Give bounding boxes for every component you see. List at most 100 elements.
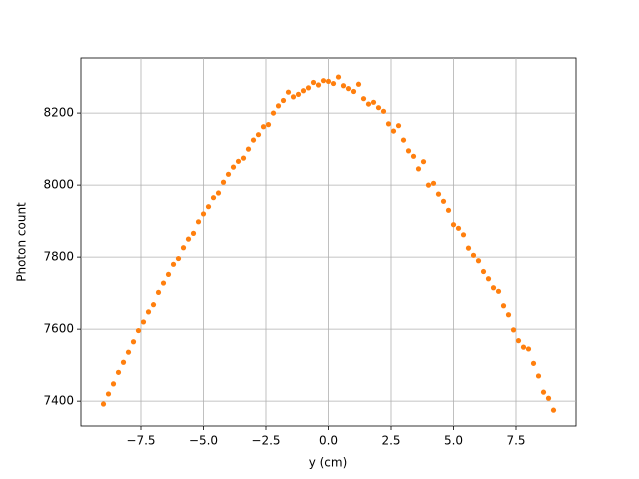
point bbox=[250, 137, 257, 143]
point bbox=[470, 252, 477, 258]
point bbox=[280, 97, 287, 104]
x-tick-label: −2.5 bbox=[251, 434, 280, 448]
x-tick-label: 7.5 bbox=[506, 434, 525, 448]
y-axis-label: Photon count bbox=[15, 202, 29, 282]
point bbox=[225, 171, 232, 177]
point bbox=[105, 391, 112, 397]
point bbox=[550, 407, 557, 413]
point bbox=[435, 191, 442, 197]
point bbox=[440, 198, 447, 204]
point bbox=[255, 132, 262, 138]
point bbox=[295, 91, 302, 97]
point bbox=[345, 86, 352, 92]
point bbox=[190, 230, 197, 236]
point bbox=[300, 88, 307, 94]
point bbox=[145, 309, 152, 315]
point bbox=[425, 182, 432, 188]
point bbox=[390, 128, 397, 134]
point bbox=[135, 327, 142, 334]
point bbox=[535, 373, 542, 379]
point bbox=[150, 302, 157, 308]
point bbox=[115, 369, 122, 375]
point bbox=[385, 121, 392, 127]
point bbox=[265, 122, 272, 128]
point bbox=[245, 146, 252, 152]
point bbox=[230, 164, 237, 170]
point bbox=[110, 381, 117, 387]
point bbox=[335, 74, 342, 80]
point bbox=[270, 110, 277, 116]
point bbox=[520, 344, 527, 350]
x-tick-label: −5.0 bbox=[189, 434, 218, 448]
y-tick-label: 7800 bbox=[43, 250, 74, 264]
point bbox=[215, 190, 222, 196]
point bbox=[240, 155, 247, 161]
point bbox=[220, 179, 227, 185]
point bbox=[430, 180, 437, 186]
point bbox=[475, 258, 482, 264]
point bbox=[465, 245, 472, 251]
point bbox=[405, 148, 412, 154]
point bbox=[515, 338, 522, 344]
x-tick-label: 2.5 bbox=[381, 434, 400, 448]
point bbox=[360, 96, 367, 102]
point bbox=[525, 346, 532, 352]
y-tick-label: 7600 bbox=[43, 322, 74, 336]
point bbox=[455, 225, 462, 231]
x-axis-label: y (cm) bbox=[309, 456, 348, 470]
point bbox=[290, 94, 297, 100]
point bbox=[305, 85, 312, 91]
point bbox=[200, 211, 207, 217]
point bbox=[195, 219, 202, 225]
point bbox=[380, 108, 387, 114]
y-tick-label: 7400 bbox=[43, 394, 74, 408]
point bbox=[480, 268, 487, 275]
point bbox=[160, 280, 167, 286]
point bbox=[485, 276, 492, 282]
point bbox=[140, 319, 147, 325]
point bbox=[170, 261, 177, 267]
point bbox=[120, 359, 127, 365]
point bbox=[505, 312, 512, 318]
point bbox=[165, 271, 172, 278]
point bbox=[375, 105, 382, 111]
point bbox=[445, 207, 452, 213]
point bbox=[235, 158, 242, 164]
x-tick-label: −7.5 bbox=[126, 434, 155, 448]
x-tick-label: 5.0 bbox=[444, 434, 463, 448]
x-tick-label: 0.0 bbox=[319, 434, 338, 448]
point bbox=[275, 103, 282, 109]
point bbox=[450, 222, 457, 228]
point bbox=[500, 303, 507, 309]
point bbox=[185, 236, 192, 242]
point bbox=[415, 166, 422, 172]
point bbox=[210, 195, 217, 201]
point bbox=[125, 349, 132, 355]
point bbox=[460, 232, 467, 238]
y-tick-label: 8000 bbox=[43, 178, 74, 192]
point bbox=[130, 339, 137, 345]
point bbox=[395, 123, 402, 129]
point bbox=[350, 88, 357, 95]
point bbox=[310, 79, 317, 86]
point bbox=[355, 81, 362, 87]
point bbox=[400, 137, 407, 143]
point bbox=[325, 78, 332, 85]
point bbox=[530, 360, 537, 366]
point bbox=[320, 78, 327, 84]
point bbox=[420, 159, 427, 165]
point bbox=[330, 80, 337, 87]
point bbox=[365, 101, 372, 107]
point bbox=[545, 395, 552, 401]
point bbox=[495, 288, 502, 294]
point bbox=[490, 285, 497, 291]
point bbox=[540, 389, 547, 395]
point bbox=[370, 99, 377, 105]
point bbox=[175, 255, 182, 262]
point bbox=[285, 89, 292, 95]
point bbox=[260, 124, 267, 130]
point bbox=[315, 82, 322, 88]
point bbox=[410, 153, 417, 159]
point bbox=[180, 245, 187, 251]
